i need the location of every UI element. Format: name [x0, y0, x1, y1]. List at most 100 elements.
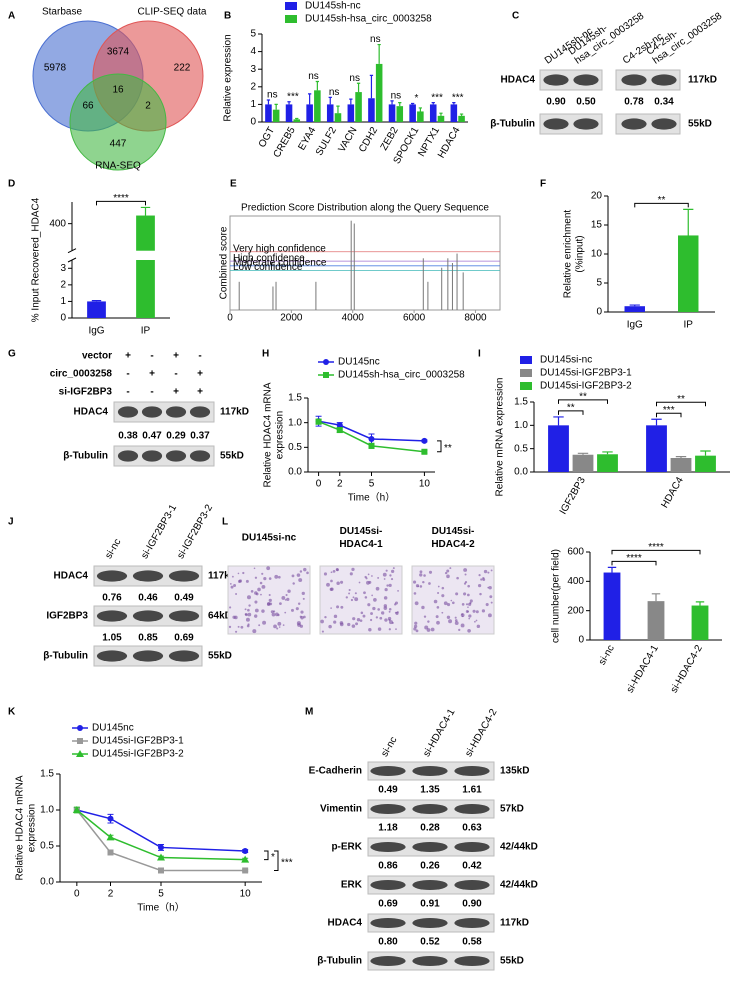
cell	[296, 573, 301, 577]
marker	[158, 867, 164, 874]
legend-label: DU145sh-hsa_circ_0003258	[305, 14, 432, 25]
cell	[474, 620, 476, 623]
cell	[437, 591, 440, 595]
error-bar	[315, 80, 320, 91]
significance-label: **	[567, 403, 575, 414]
significance-label: *	[271, 852, 275, 863]
cell	[372, 606, 376, 611]
cell	[383, 606, 388, 610]
cell	[377, 576, 380, 579]
condition-sign: +	[173, 351, 179, 362]
x-tick-label: 5	[369, 479, 375, 490]
cell	[384, 588, 388, 592]
cell	[368, 628, 372, 632]
x-tick-label: si-nc	[597, 643, 617, 667]
protein-label: Vimentin	[320, 804, 362, 815]
series-line	[318, 420, 425, 442]
band-quantification: 0.38	[118, 431, 138, 442]
y-tick-label: 0.5	[40, 841, 54, 852]
legend-swatch	[520, 369, 532, 377]
cell	[245, 579, 249, 583]
x-tick-label: 10	[419, 479, 431, 490]
cell	[377, 608, 380, 611]
bar	[647, 601, 665, 640]
series-line	[76, 809, 246, 872]
cell	[358, 581, 361, 584]
cell	[477, 583, 482, 588]
y-tick-label: 2	[60, 279, 66, 290]
condition-sign: +	[125, 351, 131, 362]
cell	[268, 577, 272, 580]
condition-sign: -	[126, 369, 129, 380]
x-tick-label: 5	[158, 889, 164, 900]
cell	[228, 625, 232, 629]
legend-label: DU145si-IGF2BP3-2	[92, 749, 184, 760]
cell	[297, 602, 301, 605]
x-tick-label: IP	[684, 320, 694, 331]
cell	[233, 584, 237, 587]
marker	[107, 849, 114, 856]
significance-label: ****	[648, 542, 664, 553]
condition-sign: +	[197, 369, 203, 380]
cell	[284, 599, 287, 601]
band	[141, 406, 163, 418]
band-quantification: 1.05	[102, 633, 122, 644]
cell	[333, 620, 337, 624]
condition-label: si-IGF2BP3	[59, 387, 113, 398]
x-tick-label: si-HDAC4-2	[669, 643, 705, 695]
marker	[336, 427, 343, 434]
cell	[455, 592, 459, 596]
legend-swatch	[520, 356, 532, 364]
molecular-weight: 57kD	[500, 804, 524, 815]
significance-label: ****	[626, 553, 642, 564]
cell	[287, 589, 291, 593]
cell	[231, 575, 234, 578]
bar	[458, 115, 465, 122]
error-bar	[431, 102, 435, 105]
cell	[419, 585, 423, 588]
error-bar	[410, 102, 415, 105]
cell	[468, 617, 471, 620]
band-quantification: 0.58	[462, 937, 482, 948]
cell	[282, 624, 285, 626]
y-tick-label: 0.5	[514, 443, 528, 454]
cell	[464, 573, 467, 576]
significance-bracket	[96, 200, 146, 206]
band	[651, 118, 677, 130]
cell	[446, 569, 450, 573]
x-tick-label: CDH2	[357, 125, 380, 154]
y-tick-label: 1	[250, 99, 256, 110]
significance-bracket	[634, 202, 689, 208]
x-tick-label: 2	[108, 889, 114, 900]
bar	[326, 104, 334, 122]
error-bar	[459, 113, 464, 116]
band	[621, 74, 647, 86]
marker	[336, 422, 343, 429]
molecular-weight: 117kD	[500, 918, 529, 929]
cell	[254, 600, 258, 604]
cell	[254, 608, 259, 613]
cell	[244, 613, 247, 616]
band-quantification: 0.50	[576, 97, 596, 108]
cell	[446, 603, 451, 607]
cell	[441, 611, 444, 614]
cell	[414, 601, 419, 606]
venn-set-label: CLIP-SEQ data	[138, 7, 207, 18]
cell	[435, 615, 439, 619]
chart-title: Prediction Score Distribution along the …	[241, 203, 489, 214]
y-axis-label: expression	[27, 804, 38, 852]
band	[651, 74, 677, 86]
bar	[437, 115, 445, 122]
band	[412, 955, 448, 967]
cell	[388, 607, 392, 611]
band	[543, 74, 569, 86]
bar	[646, 425, 667, 472]
x-tick-label: IgG	[627, 320, 643, 331]
y-tick-label: 1.0	[288, 417, 302, 428]
cell	[252, 629, 257, 634]
y-axis-label: (%input)	[575, 235, 586, 272]
error-bar	[390, 100, 394, 105]
bar	[347, 104, 355, 122]
cell	[415, 584, 420, 588]
plot-frame	[229, 215, 501, 311]
